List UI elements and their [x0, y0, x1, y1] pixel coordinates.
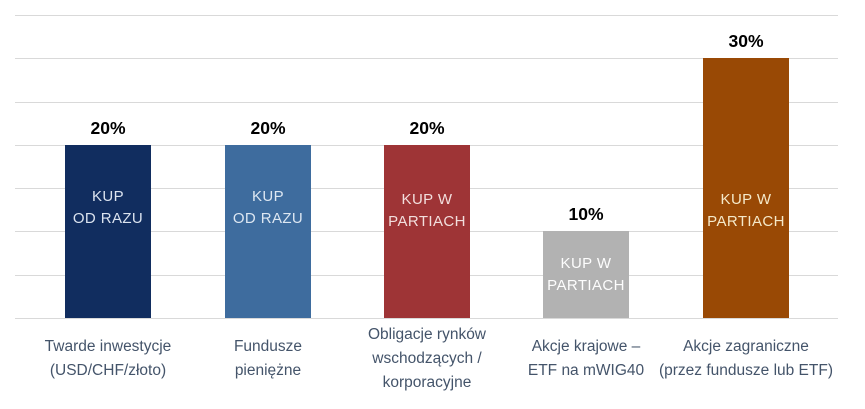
bar-value-label: 10%: [568, 204, 604, 224]
category-label: Akcje krajowe – ETF na mWIG40: [527, 338, 645, 379]
bar-inner-label: KUP OD RAZU: [72, 188, 144, 227]
bar-inner-label: KUP W PARTIACH: [707, 191, 785, 230]
bar-3: [384, 145, 470, 318]
bar-value-label: 20%: [250, 118, 286, 138]
bar-value-label: 30%: [728, 31, 764, 51]
category-label: Akcje zagraniczne (przez fundusze lub ET…: [658, 338, 833, 379]
bar-value-label: 20%: [90, 118, 126, 138]
bar-2: [225, 145, 311, 318]
bar-inner-label: KUP W PARTIACH: [547, 255, 625, 294]
gridline-30pct: [15, 58, 838, 59]
bar-5: [703, 58, 789, 318]
bar-inner-label: KUP OD RAZU: [232, 188, 304, 227]
bar-value-label: 20%: [409, 118, 445, 138]
bar-1: [65, 145, 151, 318]
gridline-35pct: [15, 15, 838, 16]
bar-inner-label: KUP W PARTIACH: [388, 191, 466, 230]
gridline-25pct: [15, 102, 838, 103]
gridline-0pct: [15, 318, 838, 319]
category-label: Fundusze pieniężne: [233, 338, 303, 379]
category-label: Twarde inwestycje (USD/CHF/złoto): [44, 338, 172, 379]
bar-4: [543, 231, 629, 318]
category-label: Obligacje rynków wschodzących / korporac…: [367, 326, 487, 391]
